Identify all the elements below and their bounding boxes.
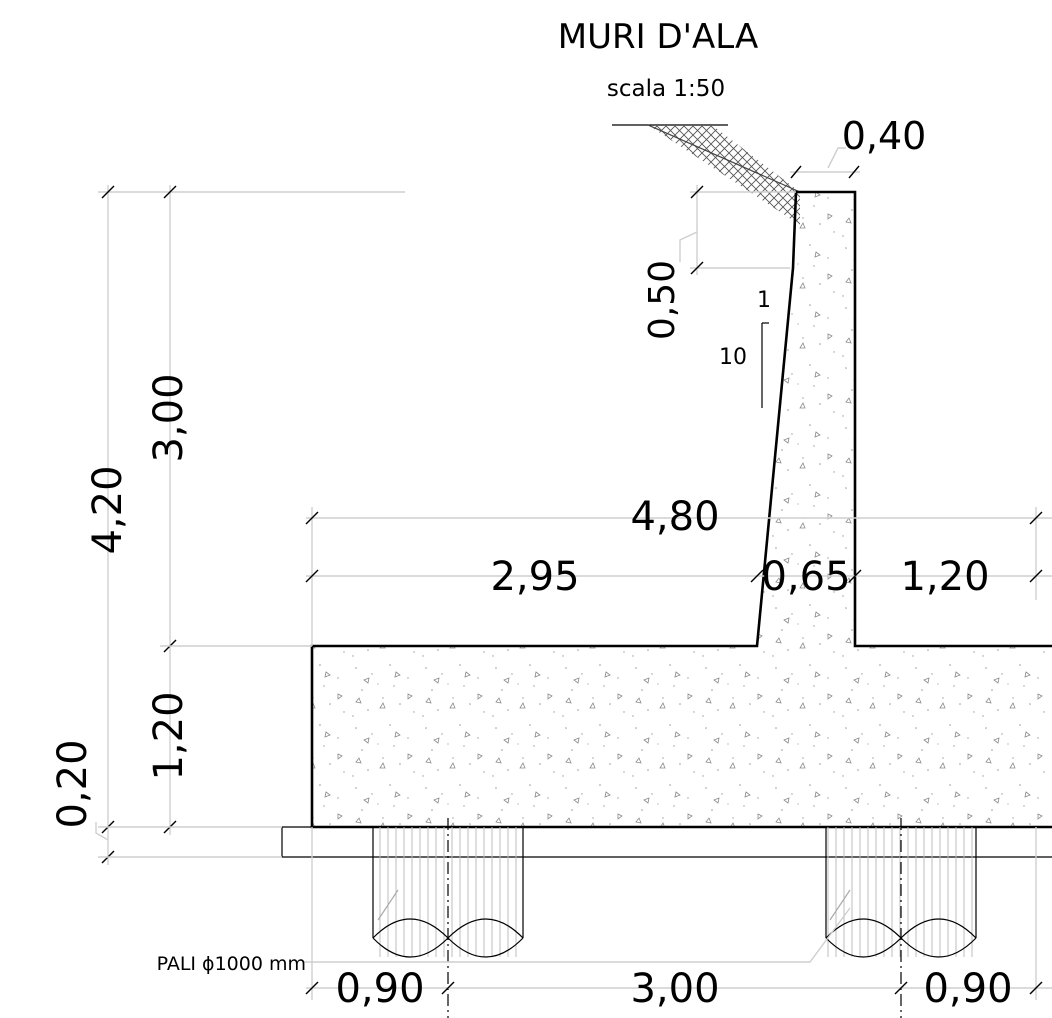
dim-base-height-label: 1,20 xyxy=(146,691,192,780)
dim-base-parts: 2,95 0,65 1,20 xyxy=(305,554,1052,600)
dim-base-width-label: 4,80 xyxy=(630,494,719,540)
pile-left xyxy=(372,818,524,1018)
piles-label: PALI ϕ1000 mm xyxy=(157,953,306,975)
slope-run-label: 10 xyxy=(719,345,747,370)
pile-right xyxy=(825,818,977,1018)
dim-top-width-label: 0,40 xyxy=(842,114,927,158)
dim-top-width: 0,40 xyxy=(790,114,927,179)
drawing-title: MURI D'ALA xyxy=(558,17,758,57)
dim-total-height-label: 4,20 xyxy=(85,465,131,554)
dim-blinding-label: 0,20 xyxy=(50,739,96,828)
dim-base-width: 4,80 xyxy=(305,494,1052,646)
dim-blinding: 0,20 xyxy=(50,739,109,841)
dim-toe-label: 1,20 xyxy=(900,554,989,600)
dim-pile-spacing-label: 3,00 xyxy=(630,966,719,1012)
dim-pile-spacing: 0,90 3,00 0,90 xyxy=(305,827,1052,1012)
dim-top-height-label: 0,50 xyxy=(642,260,683,340)
dim-stem-height: 3,00 1,20 xyxy=(98,185,312,858)
dim-pile-edge-right-label: 0,90 xyxy=(923,966,1012,1012)
drawing-scale: scala 1:50 xyxy=(607,76,725,102)
wall-concrete-section xyxy=(310,190,1052,829)
dim-top-height: 0,50 xyxy=(642,185,796,340)
slope-rise-label: 1 xyxy=(757,288,771,313)
dim-heel-label: 2,95 xyxy=(490,554,579,600)
dim-stem-base-label: 0,65 xyxy=(761,554,850,600)
dim-pile-edge-left-label: 0,90 xyxy=(335,966,424,1012)
piles-leader: PALI ϕ1000 mm xyxy=(157,907,851,975)
dim-total-height: 4,20 xyxy=(85,185,405,865)
slope-indicator: 1 10 xyxy=(719,288,771,408)
dim-stem-height-label: 3,00 xyxy=(146,373,192,462)
backfill-ground xyxy=(612,124,801,225)
